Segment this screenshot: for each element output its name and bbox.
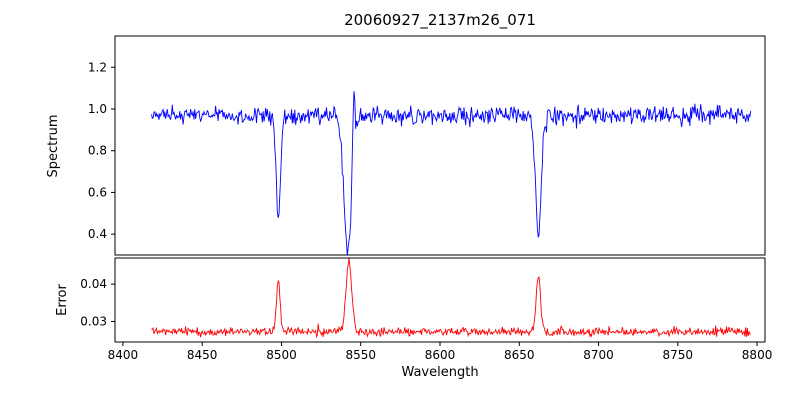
spectrum-line xyxy=(151,91,752,255)
error-y-tick-label: 0.04 xyxy=(80,277,107,291)
x-tick-label: 8800 xyxy=(742,348,773,362)
spectrum-y-tick-label: 0.4 xyxy=(88,227,107,241)
spectrum-y-tick-label: 0.6 xyxy=(88,185,107,199)
x-tick-label: 8400 xyxy=(108,348,139,362)
error-y-axis-label: Error xyxy=(55,284,70,316)
spectrum-axes-spine xyxy=(114,35,766,256)
x-tick-label: 8750 xyxy=(663,348,694,362)
x-tick-label: 8500 xyxy=(266,348,297,362)
x-tick-label: 8550 xyxy=(345,348,376,362)
plot-layer: 0.4 0.6 0.8 1.0 1.2 0.03 0.04 8400 8450 8500 8550 8… xyxy=(80,35,773,362)
error-line xyxy=(151,258,752,339)
x-tick-label: 8600 xyxy=(425,348,456,362)
x-tick-label: 8700 xyxy=(583,348,614,362)
error-y-tick-label: 0.03 xyxy=(80,314,107,328)
spectrum-y-tick-label: 1.0 xyxy=(88,102,107,116)
spectrum-y-tick-label: 1.2 xyxy=(88,60,107,74)
spectrum-y-axis-label: Spectrum xyxy=(46,115,61,178)
spectrum-y-tick-label: 0.8 xyxy=(88,144,107,158)
x-axis-label: Wavelength xyxy=(401,365,478,380)
chart-title: 20060927_2137m26_071 xyxy=(344,11,536,30)
x-tick-label: 8650 xyxy=(504,348,535,362)
x-tick-label: 8450 xyxy=(187,348,218,362)
